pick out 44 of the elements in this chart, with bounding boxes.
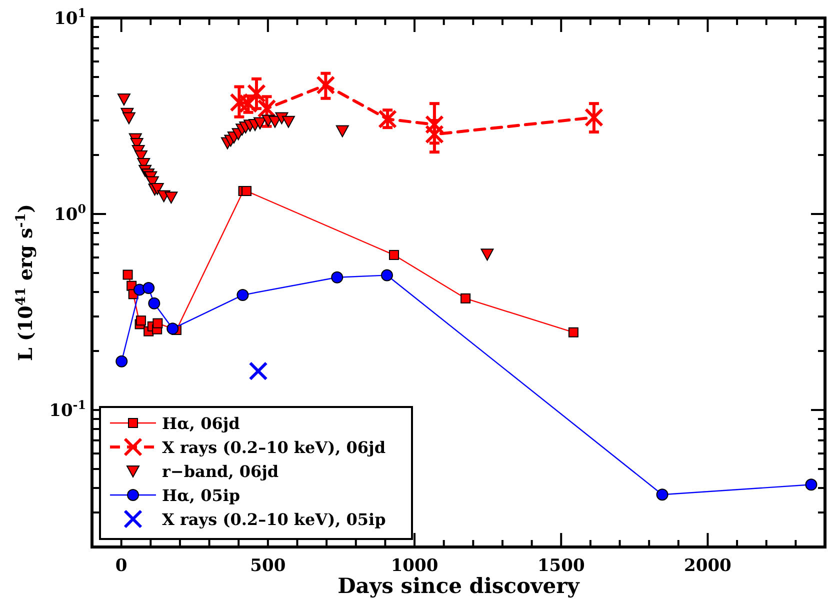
x-tick-label: 1000: [390, 556, 438, 576]
x-axis-title: Days since discovery: [338, 573, 580, 598]
point: [568, 327, 578, 338]
point: [460, 293, 471, 304]
point: [122, 112, 136, 124]
point: [480, 248, 494, 261]
point: [388, 250, 399, 260]
point: [117, 94, 130, 106]
x-tick-label: 1500: [537, 556, 585, 576]
point: [122, 270, 133, 280]
point: [148, 297, 160, 310]
point: [116, 355, 128, 368]
point: [584, 108, 604, 127]
point: [242, 186, 252, 196]
point: [136, 316, 146, 326]
point: [424, 115, 444, 134]
y-tick-label: 10$^{1}$: [54, 6, 86, 29]
y-tick-label: 10$^{-1}$: [49, 398, 86, 421]
point: [142, 282, 155, 294]
point: [378, 110, 398, 129]
point: [164, 192, 178, 204]
point: [282, 116, 295, 128]
y-tick-label: 10$^{0}$: [54, 202, 86, 225]
legend-label: Hα, 06jd: [162, 414, 240, 433]
x-tick-label: 2000: [684, 556, 732, 576]
x-tick-label: 500: [250, 556, 286, 576]
point: [316, 76, 336, 95]
point: [331, 271, 344, 284]
point: [254, 117, 267, 130]
point: [166, 322, 179, 335]
point: [236, 289, 249, 302]
point: [805, 478, 818, 491]
point: [656, 488, 668, 501]
point: [380, 269, 393, 282]
x-tick-label: 0: [115, 556, 128, 576]
point: [257, 99, 276, 118]
point: [152, 318, 163, 328]
legend-label: r−band, 06jd: [162, 462, 279, 481]
legend-label: X rays (0.2–10 keV), 05ip: [162, 510, 386, 529]
point: [150, 182, 164, 195]
point: [248, 362, 268, 381]
point: [336, 125, 349, 138]
legend-label: X rays (0.2–10 keV), 06jd: [162, 438, 386, 457]
legend-label: Hα, 05ip: [162, 486, 240, 505]
